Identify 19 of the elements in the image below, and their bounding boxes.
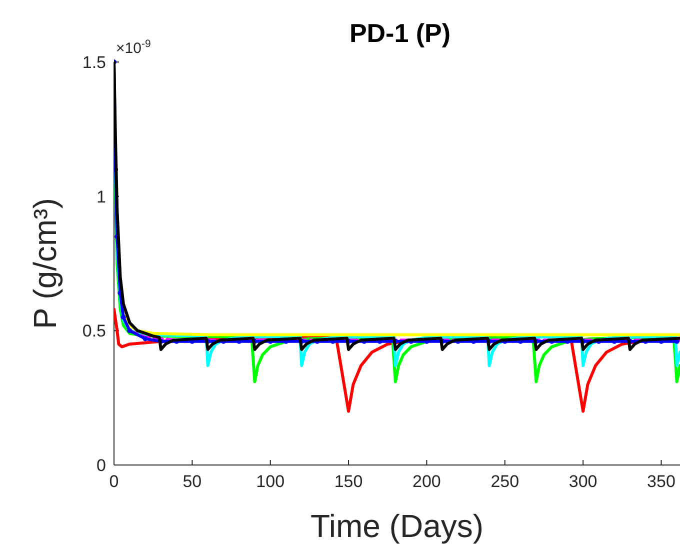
x-tick-label: 150 [334,472,363,491]
x-tick-label: 250 [490,472,520,491]
x-axis-title: Time (Days) [310,508,484,544]
y-tick-label: 1.5 [82,53,106,72]
y-tick-label: 0.5 [82,322,106,341]
x-tick-label: 0 [109,472,119,491]
x-tick-label: 100 [256,472,285,491]
x-tick-label: 200 [412,472,441,491]
point [142,336,148,342]
chart-title: PD-1 (P) [349,18,451,48]
y-tick-label: 1 [96,187,106,206]
x-tick-label: 300 [568,472,598,491]
point [127,328,132,334]
y-axis-title: P (g/cm³) [27,198,63,329]
point [120,314,126,320]
text: ×10$^{-9}$ [116,38,151,57]
y-tick-label: 0 [96,456,106,475]
x-tick-label: 350 [647,472,676,491]
x-tick-label: 50 [182,472,202,491]
